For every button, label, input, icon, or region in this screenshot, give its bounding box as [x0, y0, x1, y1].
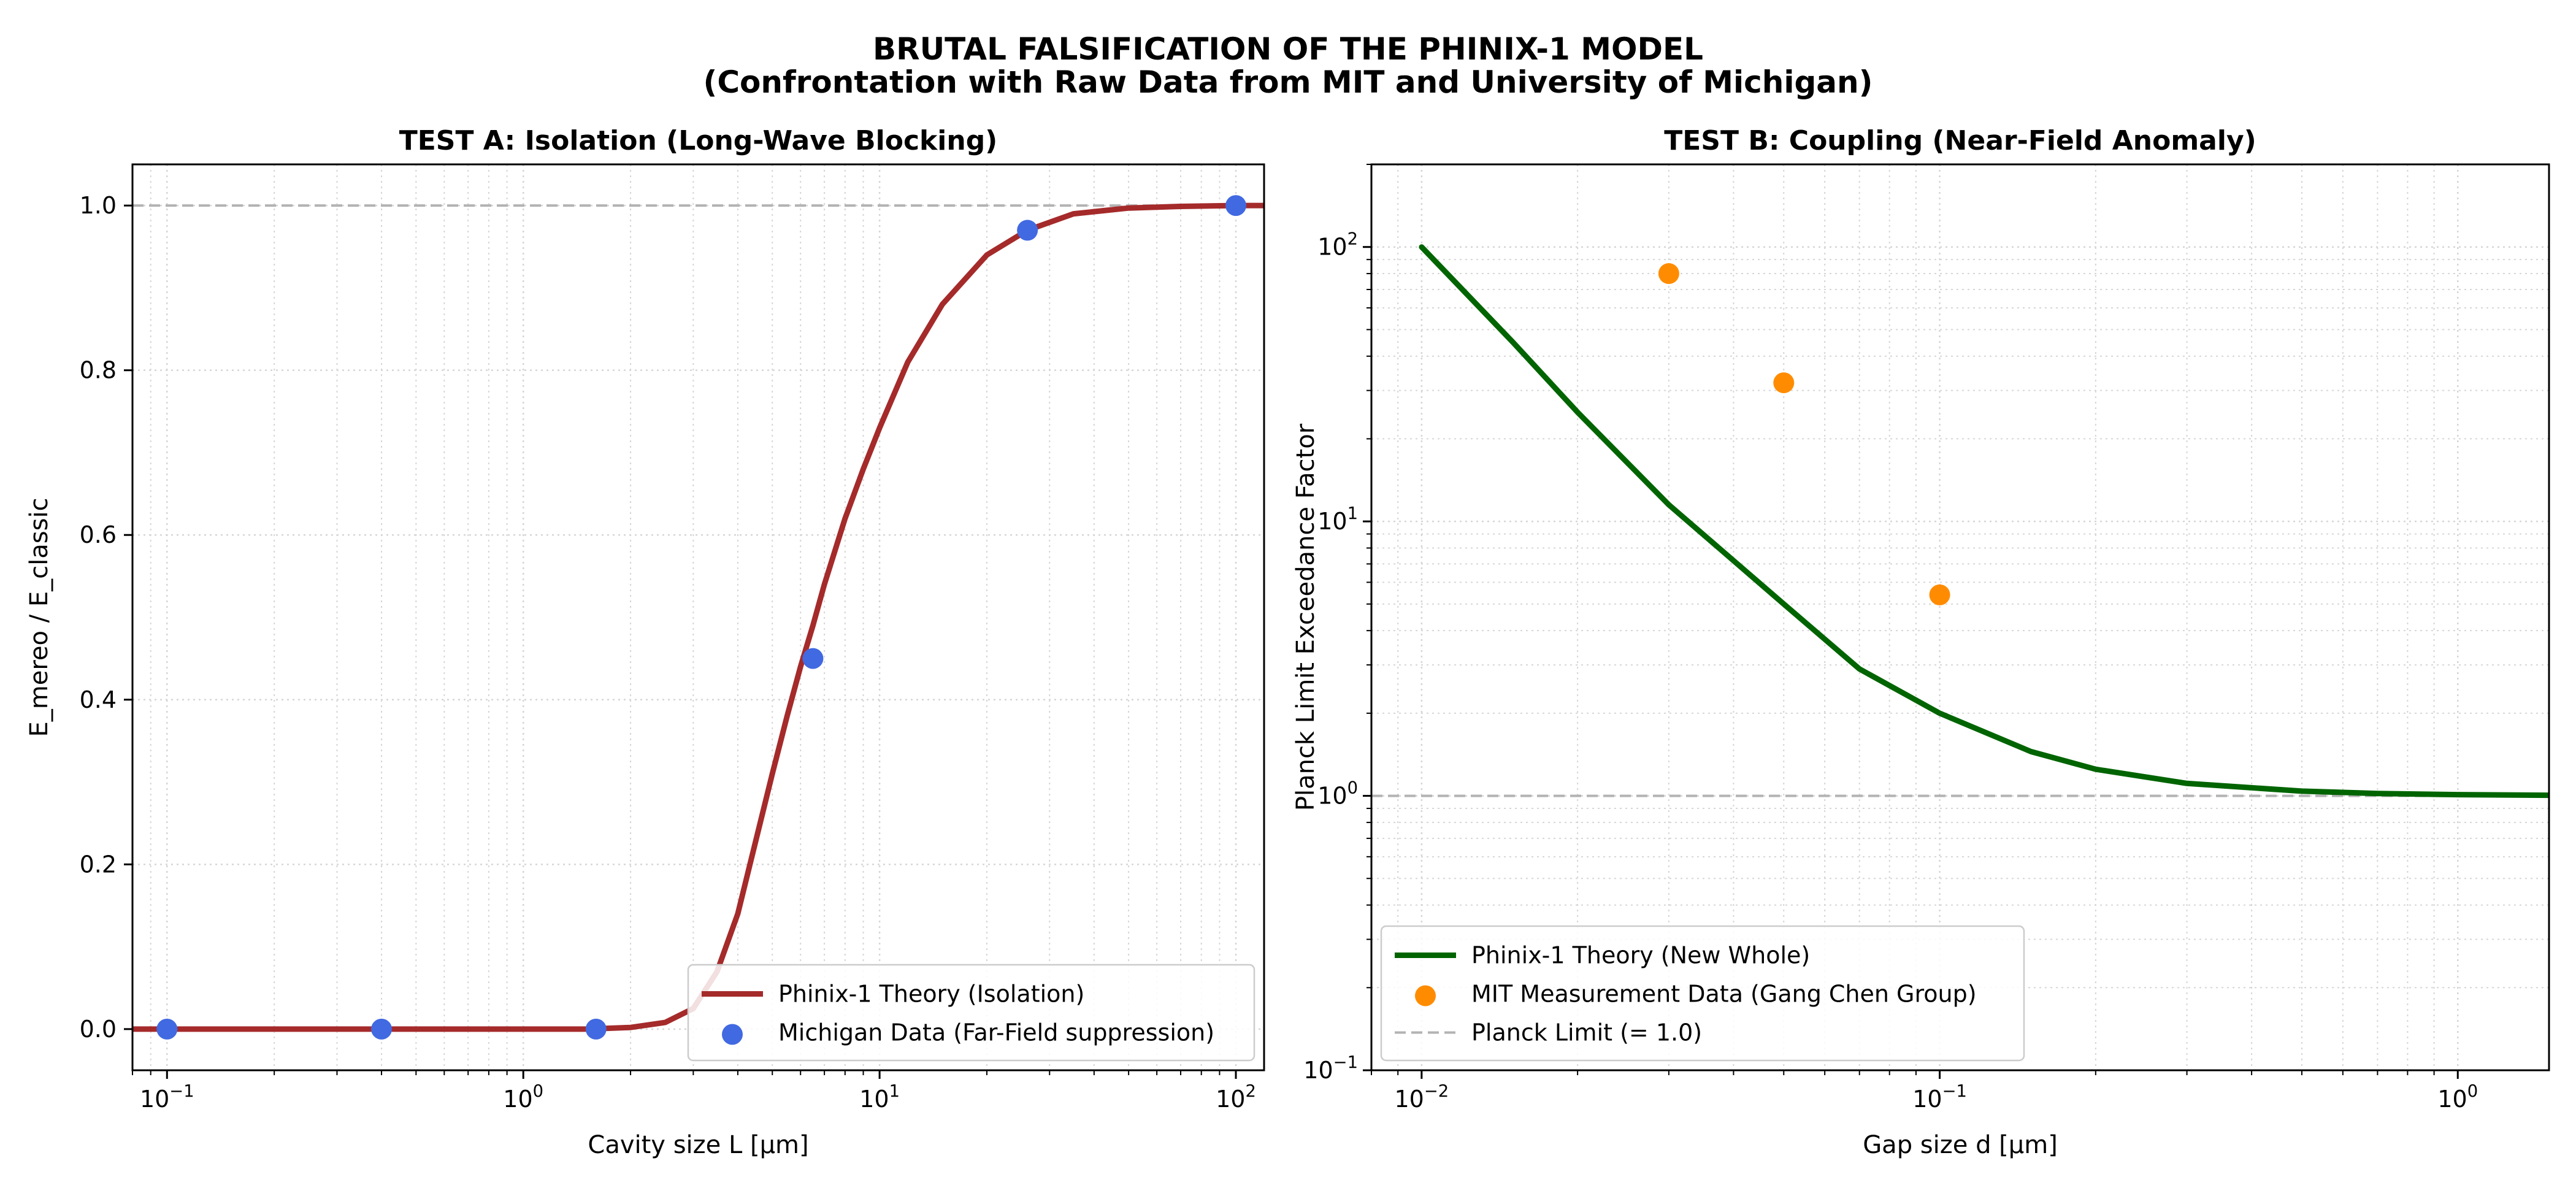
panel-b-axes-frame	[1370, 163, 2550, 1071]
panel-a-y-tick-label: 0.8	[80, 357, 117, 384]
panel-a-data-point	[156, 1018, 178, 1040]
panel-b-y-tick-label: 100	[1317, 778, 1358, 809]
panel-b-data-point	[1773, 372, 1795, 394]
suptitle-line-1: BRUTAL FALSIFICATION OF THE PHINIX-1 MOD…	[872, 31, 1704, 67]
panel-b-data-point	[1929, 584, 1950, 605]
panel-a-plot-area	[132, 195, 1264, 1040]
panel-a-axes-frame	[131, 163, 1265, 1071]
panel-a-x-tick-label: 102	[1216, 1082, 1256, 1113]
panel-a-legend-label: Phinix-1 Theory (Isolation)	[778, 981, 1084, 1008]
panel-a-y-tick-label: 0.2	[80, 851, 117, 878]
panel-a-theory-line	[132, 202, 1264, 1032]
panel-a-data-point	[371, 1018, 393, 1040]
panel-a-legend-label: Michigan Data (Far-Field suppression)	[778, 1019, 1214, 1046]
panel-b-x-tick-label: 100	[2437, 1082, 2478, 1113]
panel-b-y-tick-label: 101	[1317, 504, 1358, 535]
panel-a-data-point	[802, 648, 824, 669]
panel-b-x-tick-label: 10−1	[1912, 1082, 1967, 1113]
panel-a-x-tick-label: 10−1	[140, 1082, 194, 1113]
panel-a-title: TEST A: Isolation (Long-Wave Blocking)	[399, 125, 998, 156]
panel-a-data-point	[1017, 220, 1038, 241]
panel-a-y-tick-label: 0.4	[80, 686, 117, 713]
panel-b-x-axis-label: Gap size d [µm]	[1863, 1131, 2058, 1159]
panel-b-legend-label: Phinix-1 Theory (New Whole)	[1471, 942, 1810, 969]
panel-a-x-tick-label: 101	[859, 1082, 900, 1113]
panel-b-title: TEST B: Coupling (Near-Field Anomaly)	[1664, 125, 2256, 156]
panel-b-legend: Phinix-1 Theory (New Whole) MIT Measureme…	[1380, 925, 2025, 1062]
panel-b-y-tick-label: 10−1	[1303, 1053, 1358, 1084]
panel-a-x-tick-label: 100	[503, 1082, 543, 1113]
panel-b-data-point	[1658, 263, 1679, 285]
panel-b-legend-label: Planck Limit (= 1.0)	[1471, 1019, 1702, 1046]
panel-a-legend: Phinix-1 Theory (Isolation) Michigan Data…	[687, 964, 1255, 1062]
panel-a-y-tick-label: 1.0	[80, 192, 117, 219]
panel-a-y-tick-label: 0.6	[80, 521, 117, 548]
panel-a-y-tick-label: 0.0	[80, 1016, 117, 1043]
panel-a-grid	[132, 164, 1264, 1070]
panel-b-y-axis-label: Planck Limit Exceedance Factor	[1292, 423, 1320, 811]
panel-b-theory-line	[1419, 244, 2549, 799]
panel-b-x-tick-label: 10−2	[1395, 1082, 1449, 1113]
panel-b-legend-label: MIT Measurement Data (Gang Chen Group)	[1471, 981, 1977, 1008]
panel-a-data-point	[1225, 195, 1247, 217]
panel-a-data-point	[585, 1018, 607, 1040]
panel-a-y-axis-label: E_mereo / E_classic	[25, 497, 53, 737]
panel-a-legend-box	[687, 964, 1255, 1062]
panel-b-legend-box	[1380, 925, 2025, 1062]
panel-a-x-axis-label: Cavity size L [µm]	[588, 1131, 808, 1159]
panel-b: 10−2 10−1 100 10−1 100 101 102 TEST B: Coupling…	[1292, 125, 2550, 1159]
suptitle-line-2: (Confrontation with Raw Data from MIT an…	[703, 64, 1873, 100]
panel-a: 10−1 100 101 102 0.0 0.2 0.4 0.6 0.8 1.0 TEST A: I…	[25, 125, 1265, 1159]
panel-b-plot-area	[1419, 244, 2549, 799]
panel-b-legend-marker-swatch	[1415, 985, 1436, 1006]
panel-b-y-tick-label: 102	[1317, 230, 1358, 261]
panel-a-legend-marker-swatch	[722, 1024, 743, 1045]
